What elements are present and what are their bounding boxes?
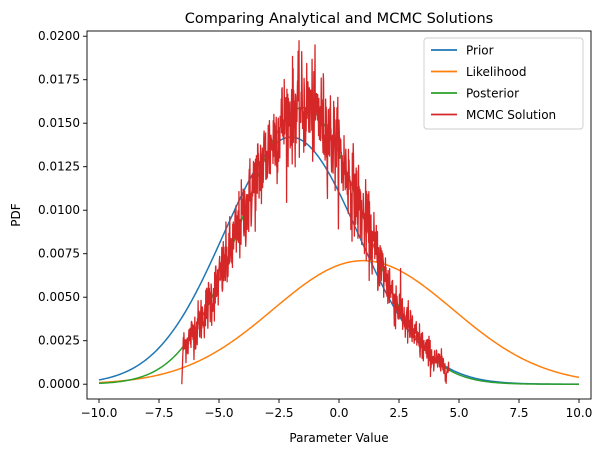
legend-label: Posterior: [466, 87, 519, 101]
y-tick-label: 0.0150: [38, 116, 80, 130]
y-tick-label: 0.0200: [38, 29, 80, 43]
legend-label: Prior: [466, 44, 494, 58]
series-line-mcmc-solution: [181, 40, 450, 385]
x-tick-label: 10.0: [566, 406, 593, 420]
series-line-likelihood: [98, 259, 580, 384]
y-tick-label: 0.0100: [38, 203, 80, 217]
x-tick-label: 7.5: [509, 406, 528, 420]
y-tick-label: 0.0000: [38, 377, 80, 391]
y-axis-title: PDF: [9, 203, 23, 226]
legend-box: [423, 37, 584, 130]
series-layer: [98, 40, 580, 385]
x-axis: −10.0 −7.5 −5.0 −2.5 0.0 2.5 5.0 7.5 10.0: [81, 399, 593, 420]
x-tick-label: −5.0: [204, 406, 233, 420]
legend-label: Likelihood: [466, 65, 527, 79]
x-tick-label: −10.0: [81, 406, 118, 420]
x-tick-label: −7.5: [144, 406, 173, 420]
x-tick-label: 5.0: [449, 406, 468, 420]
x-axis-title: Parameter Value: [289, 431, 388, 445]
y-tick-label: 0.0175: [38, 73, 80, 87]
chart-title: Comparing Analytical and MCMC Solutions: [185, 11, 493, 27]
y-tick-label: 0.0075: [38, 247, 80, 261]
y-tick-label: 0.0025: [38, 334, 80, 348]
x-tick-label: −2.5: [264, 406, 293, 420]
y-axis: 0.0000 0.0025 0.0050 0.0075 0.0100 0.0125 0.01…: [38, 29, 87, 391]
x-tick-label: 0.0: [329, 406, 348, 420]
x-tick-label: 2.5: [389, 406, 408, 420]
y-tick-label: 0.0050: [38, 290, 80, 304]
legend-label: MCMC Solution: [466, 108, 556, 122]
y-tick-label: 0.0125: [38, 160, 80, 174]
legend: Prior Likelihood Posterior MCMC Solution: [423, 37, 584, 130]
